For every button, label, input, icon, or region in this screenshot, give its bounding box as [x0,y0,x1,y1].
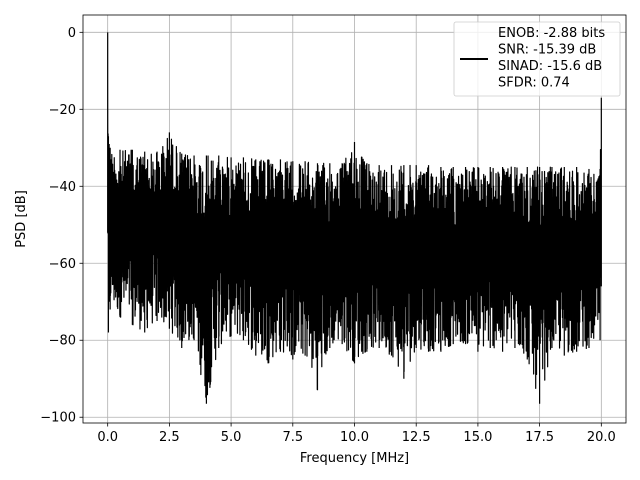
y-tick-label-5: −100 [40,411,76,426]
y-axis-label: PSD [dB] [14,190,29,248]
legend-sinad: SINAD: -15.6 dB [498,59,602,74]
legend-sfdr: SFDR: 0.74 [498,76,570,91]
legend-box [453,21,621,97]
x-tick-label-0: 0.0 [97,430,118,445]
y-tick-label-4: −80 [49,334,76,349]
y-tick-label-1: −20 [49,103,76,118]
y-tick-label-0: 0 [68,26,76,41]
y-tick-label-2: −40 [49,180,76,195]
x-tick-label-7: 17.5 [525,430,554,445]
series-line-0 [107,32,602,404]
legend: ENOB: -2.88 bits SNR: -15.39 dB SINAD: -… [453,21,621,97]
x-tick-label-6: 15.0 [463,430,492,445]
x-tick-label-3: 7.5 [282,430,303,445]
legend-snr: SNR: -15.39 dB [498,43,596,58]
x-tick-label-2: 5.0 [221,430,242,445]
x-tick-label-5: 12.5 [402,430,431,445]
legend-enob: ENOB: -2.88 bits [498,26,605,41]
x-tick-label-8: 20.0 [587,430,616,445]
x-tick-label-1: 2.5 [159,430,180,445]
x-axis-label: Frequency [MHz] [300,451,409,466]
series-psd [107,32,602,404]
y-axis-ticks: 0 −20 −40 −60 −80 −100 [40,26,83,426]
x-tick-label-4: 10.0 [340,430,369,445]
x-axis-ticks: 0.0 2.5 5.0 7.5 10.0 12.5 15.0 17.5 20.0 [97,423,616,445]
y-tick-label-3: −60 [49,257,76,272]
